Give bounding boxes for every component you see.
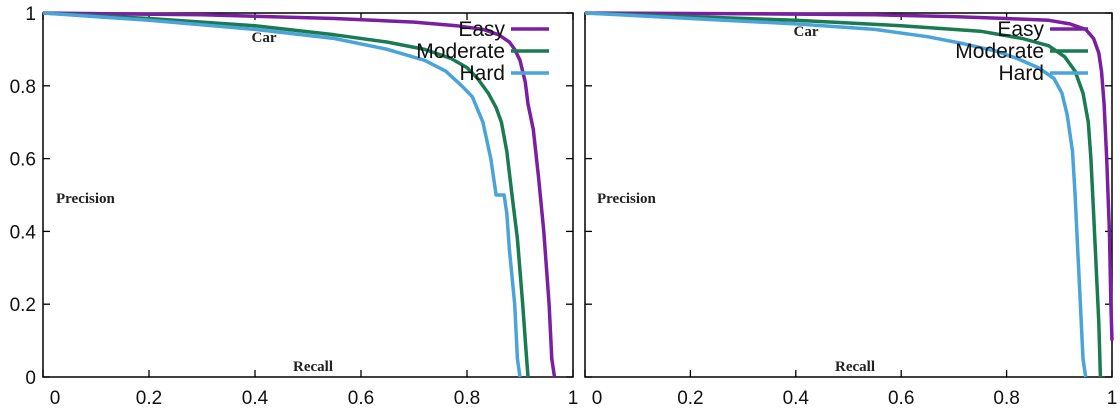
- series-line-hard: [584, 11, 1088, 378]
- series-line-hard: [42, 11, 522, 378]
- legend-label-easy: Easy: [458, 18, 505, 41]
- x-axis-label: Recall: [293, 359, 333, 375]
- y-axis-label: Precision: [56, 191, 116, 207]
- x-tick-label: 0: [50, 388, 61, 409]
- chart-panel-1: 0 0.2 0.4 0.6 0.8 1 0 0.2 0.4 0.6 0.8 1 EasyModerate…: [10, 4, 579, 409]
- y-tick-label: 0.8: [10, 77, 36, 98]
- series-line-moderate: [584, 11, 1103, 378]
- x-tick-label: 0.2: [677, 388, 703, 409]
- legend-label-easy: Easy: [997, 18, 1044, 41]
- y-tick-label: 0.2: [10, 295, 36, 316]
- plot-frame: [42, 12, 574, 378]
- x-tick-label: 0.8: [993, 388, 1019, 409]
- x-tick-label: 0.2: [136, 388, 162, 409]
- y-tick-label: 0.4: [10, 222, 37, 243]
- series-line-easy: [584, 11, 1114, 341]
- x-tick-label: 0.4: [242, 388, 269, 409]
- x-axis-label: Recall: [835, 359, 875, 375]
- x-tick-label: 0.4: [783, 388, 810, 409]
- legend-label-moderate: Moderate: [955, 40, 1044, 63]
- x-tick-label: 0.6: [348, 388, 374, 409]
- x-tick-label: 1: [568, 388, 579, 409]
- y-tick-label: 1: [25, 4, 36, 25]
- x-tick-label: 0.8: [454, 388, 480, 409]
- chart-title: Car: [252, 30, 277, 46]
- series-line-easy: [42, 11, 557, 378]
- x-tick-label: 0.6: [888, 388, 914, 409]
- legend-label-hard: Hard: [998, 62, 1044, 85]
- x-tick-label: 0: [592, 388, 603, 409]
- y-tick-label: 0: [25, 368, 36, 389]
- series-line-moderate: [42, 11, 530, 378]
- legend-label-hard: Hard: [459, 62, 505, 85]
- legend-label-moderate: Moderate: [416, 40, 505, 63]
- y-axis-label: Precision: [597, 191, 657, 207]
- y-tick-label: 0.6: [10, 150, 36, 171]
- x-tick-label: 1: [1107, 388, 1118, 409]
- chart-title: Car: [794, 24, 819, 40]
